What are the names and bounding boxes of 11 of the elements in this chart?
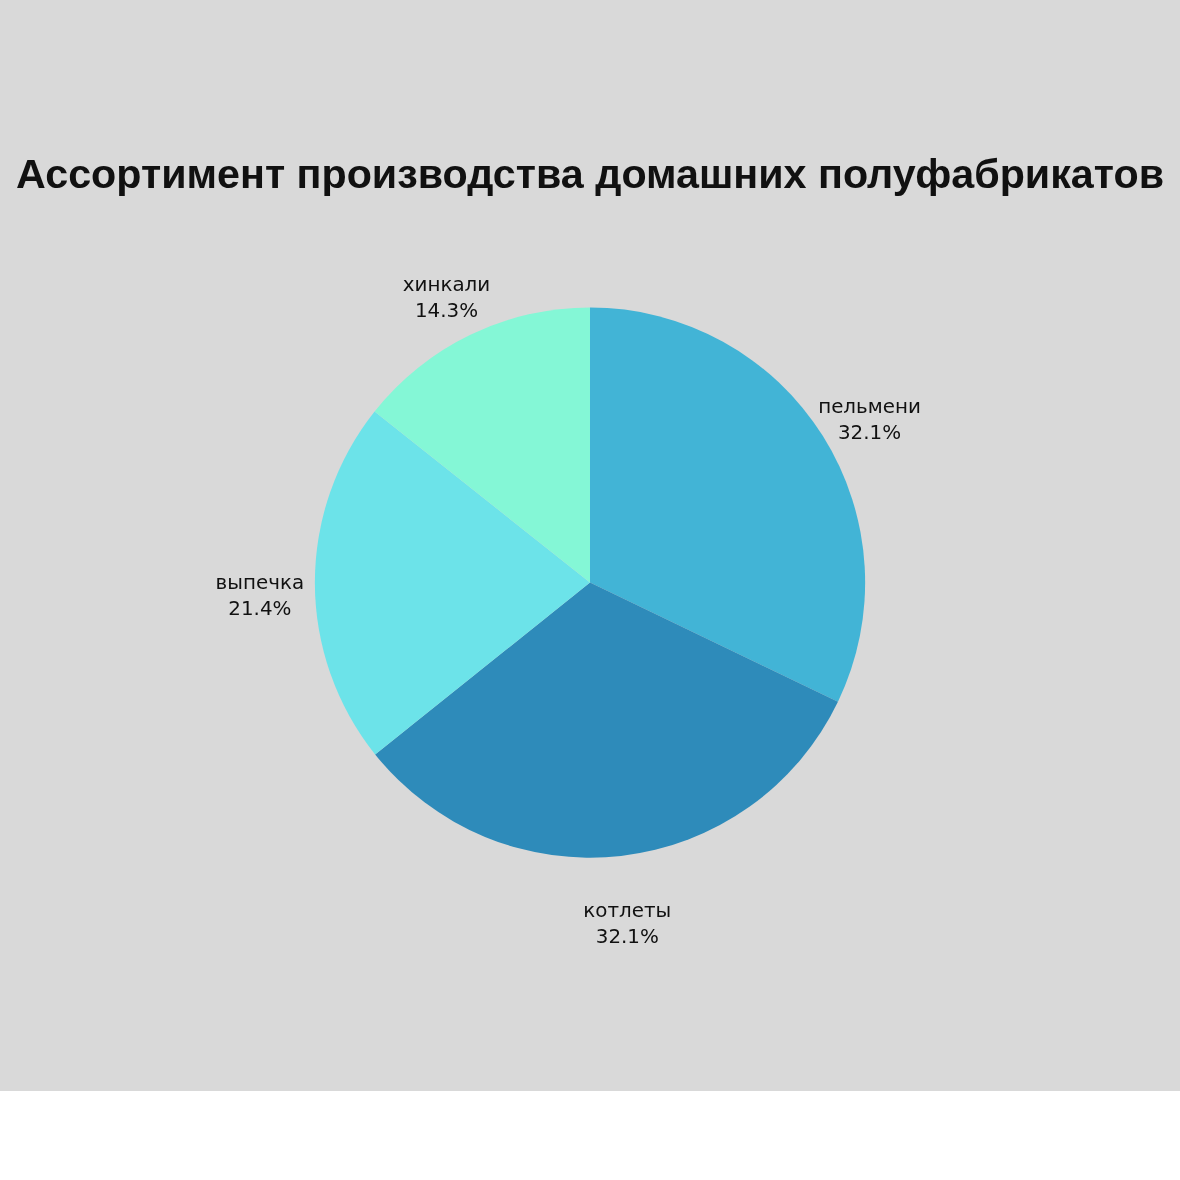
slice-label: выпечка xyxy=(215,571,305,595)
data-label: 21.4% xyxy=(228,597,292,621)
slice-label: хинкали xyxy=(402,273,491,297)
chart-title: Ассортимент производства домашних полуфабрикатов xyxy=(15,151,1165,198)
data-label: 14.3% xyxy=(414,299,479,323)
slice-label: пельмени xyxy=(818,394,921,418)
pie-slice xyxy=(315,411,590,755)
data-label: 32.1% xyxy=(595,924,659,948)
data-label: 32.1% xyxy=(837,420,902,444)
pie-slice xyxy=(375,582,838,858)
slice-label: котлеты xyxy=(583,898,672,922)
